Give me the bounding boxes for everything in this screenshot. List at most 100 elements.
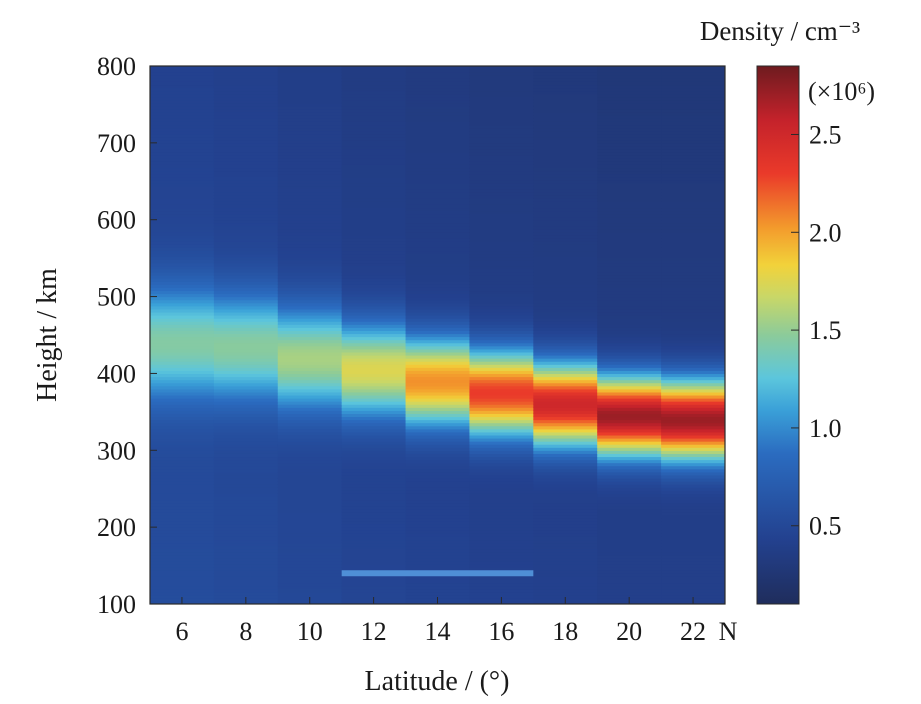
heatmap-cell <box>533 72 598 76</box>
heatmap-cell <box>661 462 725 467</box>
heatmap-cell <box>597 339 662 344</box>
heatmap-cell <box>661 542 725 547</box>
heatmap-cell <box>661 99 725 104</box>
heatmap-cell <box>277 330 343 335</box>
heatmap-cell <box>533 382 598 387</box>
heatmap-cell <box>405 351 471 356</box>
heatmap-cell <box>405 345 471 350</box>
heatmap-cell <box>213 219 279 224</box>
heatmap-cell <box>277 170 343 175</box>
heatmap-cell <box>533 431 598 436</box>
heatmap-cell <box>341 450 407 454</box>
heatmap-cell <box>405 268 471 273</box>
heatmap-cell <box>150 142 215 147</box>
heatmap-cell <box>341 78 407 82</box>
heatmap-cell <box>469 96 534 101</box>
heatmap-cell <box>277 358 343 362</box>
heatmap-cell <box>405 244 471 248</box>
heatmap-cell <box>597 179 662 184</box>
heatmap-cell <box>661 441 725 445</box>
heatmap-cell <box>341 505 407 510</box>
heatmap-cell <box>533 527 598 531</box>
heatmap-cell <box>150 176 215 181</box>
heatmap-cell <box>277 241 343 245</box>
heatmap-cell <box>341 548 407 553</box>
heatmap-cell <box>661 112 725 116</box>
heatmap-cell <box>277 115 343 119</box>
heatmap-cell <box>597 222 662 227</box>
heatmap-cell <box>213 450 279 454</box>
heatmap-cell <box>597 69 662 73</box>
heatmap-cell <box>469 554 534 559</box>
heatmap-cell <box>341 308 407 313</box>
heatmap-cell <box>661 336 725 341</box>
heatmap-cell <box>213 238 279 242</box>
heatmap-cell <box>341 139 407 144</box>
heatmap-cell <box>597 182 662 187</box>
heatmap-cell <box>661 66 725 70</box>
heatmap-cell <box>341 594 407 599</box>
heatmap-cell <box>469 330 534 335</box>
heatmap-cell <box>277 179 343 184</box>
heatmap-cell <box>533 256 598 261</box>
heatmap-cell <box>150 167 215 172</box>
heatmap-cell <box>341 130 407 135</box>
heatmap-cell <box>661 536 725 541</box>
heatmap-cell <box>597 136 662 141</box>
heatmap-cell <box>341 219 407 224</box>
heatmap-cell <box>213 99 279 104</box>
heatmap-cell <box>341 176 407 181</box>
heatmap-cell <box>277 398 343 402</box>
heatmap-cell <box>213 505 279 510</box>
heatmap-cell <box>661 382 725 387</box>
heatmap-cell <box>150 367 215 371</box>
heatmap-cell <box>597 161 662 165</box>
heatmap-cell <box>213 158 279 162</box>
heatmap-cell <box>661 579 725 584</box>
heatmap-cell <box>661 149 725 153</box>
heatmap-cell <box>469 517 534 522</box>
heatmap-cell <box>277 348 343 353</box>
heatmap-cell <box>277 75 343 79</box>
heatmap-cell <box>469 474 534 479</box>
heatmap-cell <box>469 127 534 132</box>
heatmap-cell <box>150 232 215 236</box>
heatmap-cell <box>533 66 598 70</box>
heatmap-cell <box>341 468 407 473</box>
heatmap-cell <box>661 299 725 304</box>
heatmap-cell <box>213 490 279 494</box>
heatmap-cell <box>661 207 725 212</box>
heatmap-cell <box>341 542 407 547</box>
heatmap-cell <box>469 290 534 295</box>
heatmap-cell <box>533 210 598 215</box>
heatmap-cell <box>277 315 343 319</box>
heatmap-cell <box>469 321 534 325</box>
heatmap-cell <box>213 391 279 396</box>
heatmap-cell <box>277 201 343 205</box>
heatmap-cell <box>213 333 279 338</box>
heatmap-cell <box>533 404 598 408</box>
heatmap-cell <box>405 173 471 178</box>
heatmap-cell <box>277 416 343 421</box>
heatmap-cell <box>661 376 725 381</box>
heatmap-cell <box>213 176 279 181</box>
heatmap-cell <box>469 505 534 510</box>
heatmap-cell <box>341 213 407 218</box>
heatmap-cell <box>597 275 662 279</box>
heatmap-cell <box>213 262 279 267</box>
heatmap-cell <box>661 155 725 159</box>
heatmap-cell <box>469 222 534 227</box>
heatmap-cell <box>533 109 598 113</box>
heatmap-cell <box>469 514 534 519</box>
heatmap-cell <box>277 554 343 559</box>
heatmap-cell <box>597 84 662 89</box>
heatmap-cell <box>277 327 343 331</box>
heatmap-cell <box>277 268 343 273</box>
heatmap-cell <box>405 505 471 510</box>
heatmap-cell <box>469 434 534 439</box>
heatmap-cell <box>597 311 662 316</box>
heatmap-cell <box>405 265 471 270</box>
heatmap-cell <box>469 299 534 304</box>
heatmap-cell <box>661 72 725 76</box>
heatmap-cell <box>469 238 534 242</box>
